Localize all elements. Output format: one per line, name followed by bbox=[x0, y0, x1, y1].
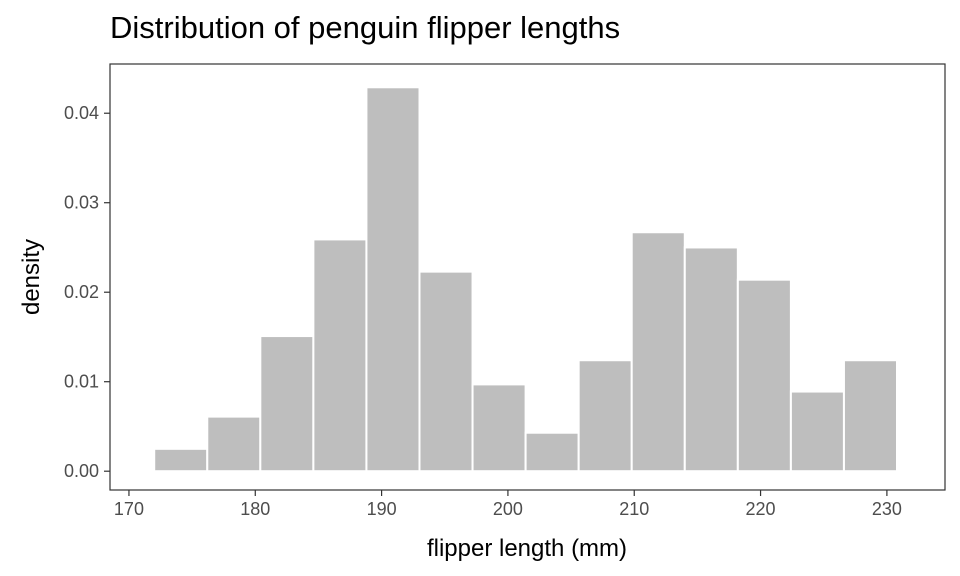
histogram-bar bbox=[312, 238, 368, 473]
x-tick-label: 210 bbox=[619, 499, 649, 519]
plot-panel-border bbox=[109, 63, 946, 491]
x-tick-label: 170 bbox=[114, 499, 144, 519]
x-axis: 170 180 190 200 210 220 230 bbox=[114, 490, 902, 519]
y-tick-label: 0.03 bbox=[64, 193, 99, 213]
histogram-bar bbox=[577, 359, 633, 473]
chart-title: Distribution of penguin flipper lengths bbox=[110, 10, 621, 45]
histogram-bar bbox=[630, 231, 686, 473]
y-tick-label: 0.02 bbox=[64, 282, 99, 302]
x-tick-label: 230 bbox=[872, 499, 902, 519]
y-axis: 0.00 0.01 0.02 0.03 0.04 bbox=[64, 103, 110, 481]
histogram-bar bbox=[418, 270, 474, 473]
x-axis-title: flipper length (mm) bbox=[427, 535, 627, 562]
x-tick-label: 200 bbox=[493, 499, 523, 519]
histogram-bar bbox=[365, 86, 421, 473]
histogram-bar bbox=[524, 431, 580, 473]
x-tick-label: 190 bbox=[367, 499, 397, 519]
histogram-bar bbox=[789, 390, 845, 473]
histogram-bar bbox=[842, 359, 898, 473]
histogram-bar bbox=[736, 278, 792, 473]
histogram-bar bbox=[683, 246, 739, 473]
x-tick-label: 220 bbox=[746, 499, 776, 519]
histogram-bar bbox=[206, 415, 262, 473]
y-tick-label: 0.00 bbox=[64, 461, 99, 481]
y-tick-label: 0.01 bbox=[64, 372, 99, 392]
x-tick-label: 180 bbox=[240, 499, 270, 519]
y-axis-title: density bbox=[18, 239, 45, 315]
y-tick-label: 0.04 bbox=[64, 103, 99, 123]
histogram-bar bbox=[259, 335, 315, 473]
histogram-bar bbox=[153, 447, 209, 473]
histogram-bar bbox=[471, 383, 527, 473]
bars-group bbox=[153, 86, 898, 473]
